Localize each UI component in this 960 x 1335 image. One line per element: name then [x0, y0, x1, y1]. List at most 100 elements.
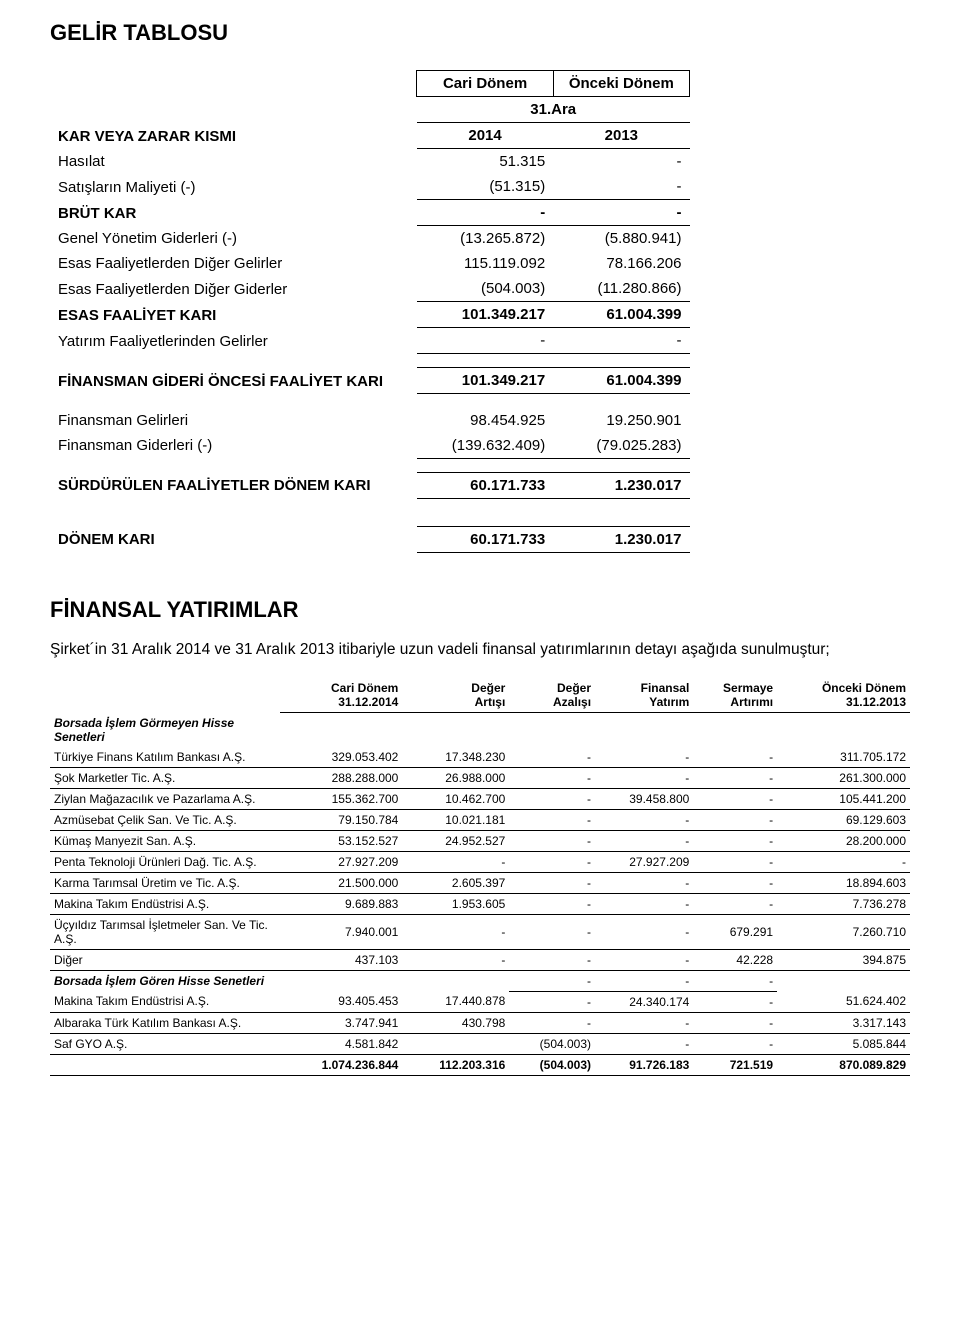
- inv-row: Azmüsebat Çelik San. Ve Tic. A.Ş.79.150.…: [50, 809, 910, 830]
- inv-row-c6: 311.705.172: [777, 747, 910, 768]
- income-row-c1: (51.315): [417, 174, 553, 200]
- brut-kar-c2: -: [553, 200, 689, 226]
- income-row-label: Satışların Maliyeti (-): [50, 174, 417, 200]
- inv-row-c6: 28.200.000: [777, 830, 910, 851]
- inv-row-c6: 69.129.603: [777, 809, 910, 830]
- inv-row-c5: -: [693, 767, 777, 788]
- esas-faaliyet-c1: 101.349.217: [417, 302, 553, 328]
- brut-kar-c1: -: [417, 200, 553, 226]
- inv-row: Türkiye Finans Katılım Bankası A.Ş.329.0…: [50, 747, 910, 768]
- income-row-label: Genel Yönetim Giderleri (-): [50, 226, 417, 252]
- inv-row-c4: -: [595, 1012, 693, 1033]
- income-row-c1: (139.632.409): [417, 433, 553, 459]
- donem-kari-label: DÖNEM KARI: [50, 526, 417, 552]
- inv-row-c3: -: [509, 1012, 595, 1033]
- donem-kari-c2: 1.230.017: [553, 526, 689, 552]
- inv-row-name: Diğer: [50, 949, 280, 970]
- inv-row-c2: 24.952.527: [402, 830, 509, 851]
- inv-row-c3: -: [509, 747, 595, 768]
- fgo-c2: 61.004.399: [553, 368, 689, 394]
- inv-row-name: Üçyıldız Tarımsal İşletmeler San. Ve Tic…: [50, 914, 280, 949]
- inv-row-c4: -: [595, 767, 693, 788]
- inv-row-c5: 679.291: [693, 914, 777, 949]
- inv-row-c4: 24.340.174: [595, 991, 693, 1012]
- inv-row-name: Penta Teknoloji Ürünleri Dağ. Tic. A.Ş.: [50, 851, 280, 872]
- income-row-label: Finansman Gelirleri: [50, 408, 417, 433]
- income-row-c1: (504.003): [417, 276, 553, 302]
- surd-c1: 60.171.733: [417, 472, 553, 498]
- col-previous: Önceki Dönem: [553, 71, 689, 97]
- income-row-label: Hasılat: [50, 149, 417, 175]
- inv-row-c4: 27.927.209: [595, 851, 693, 872]
- inv-row: Makina Takım Endüstrisi A.Ş.93.405.45317…: [50, 991, 910, 1012]
- brut-kar-label: BRÜT KAR: [50, 200, 417, 226]
- income-row: Finansman Giderleri (-)(139.632.409)(79.…: [50, 433, 690, 459]
- inv-row-c6: 51.624.402: [777, 991, 910, 1012]
- inv-row-name: Azmüsebat Çelik San. Ve Tic. A.Ş.: [50, 809, 280, 830]
- inv-row-c5: -: [693, 747, 777, 768]
- donem-kari-c1: 60.171.733: [417, 526, 553, 552]
- inv-row-c5: -: [693, 1012, 777, 1033]
- inv-row-c4: -: [595, 1033, 693, 1054]
- inv-row-name: Türkiye Finans Katılım Bankası A.Ş.: [50, 747, 280, 768]
- inv-row-c2: 430.798: [402, 1012, 509, 1033]
- income-row: Yatırım Faaliyetlerinden Gelirler--: [50, 328, 690, 354]
- inv-section-label: Borsada İşlem Görmeyen Hisse Senetleri: [50, 713, 280, 747]
- income-row-label: Esas Faaliyetlerden Diğer Gelirler: [50, 251, 417, 276]
- page-title-income: GELİR TABLOSU: [50, 20, 910, 46]
- inv-row: Diğer437.103---42.228394.875: [50, 949, 910, 970]
- surd-c2: 1.230.017: [553, 472, 689, 498]
- inv-row-name: Şok Marketler Tic. A.Ş.: [50, 767, 280, 788]
- inv-row-c5: -: [693, 788, 777, 809]
- inv-row-c6: 261.300.000: [777, 767, 910, 788]
- surd-label: SÜRDÜRÜLEN FAALİYETLER DÖNEM KARI: [50, 472, 417, 498]
- inv-row: Üçyıldız Tarımsal İşletmeler San. Ve Tic…: [50, 914, 910, 949]
- income-row-c2: (11.280.866): [553, 276, 689, 302]
- inv-row-c1: 21.500.000: [280, 872, 402, 893]
- inv-h-c2: DeğerArtışı: [402, 678, 509, 713]
- inv-row-c2: 17.348.230: [402, 747, 509, 768]
- inv-row-c2: -: [402, 914, 509, 949]
- inv-row-c6: 7.736.278: [777, 893, 910, 914]
- income-row: Esas Faaliyetlerden Diğer Giderler(504.0…: [50, 276, 690, 302]
- inv-row-c2: 2.605.397: [402, 872, 509, 893]
- income-row-c2: -: [553, 174, 689, 200]
- inv-total-c5: 721.519: [693, 1054, 777, 1075]
- income-row: Satışların Maliyeti (-)(51.315)-: [50, 174, 690, 200]
- inv-row-c3: -: [509, 872, 595, 893]
- inv-total-c6: 870.089.829: [777, 1054, 910, 1075]
- income-row-c1: 51.315: [417, 149, 553, 175]
- income-row-c2: (5.880.941): [553, 226, 689, 252]
- inv-row-name: Albaraka Türk Katılım Bankası A.Ş.: [50, 1012, 280, 1033]
- rows-block-4: Finansman Gelirleri98.454.92519.250.901F…: [50, 408, 690, 459]
- income-row-c2: -: [553, 328, 689, 354]
- inv-row-c6: 3.317.143: [777, 1012, 910, 1033]
- income-row-c1: -: [417, 328, 553, 354]
- inv-row-c5: 42.228: [693, 949, 777, 970]
- inv-row-name: Makina Takım Endüstrisi A.Ş.: [50, 893, 280, 914]
- inv-row-c5: -: [693, 809, 777, 830]
- inv-row-c3: -: [509, 893, 595, 914]
- inv-row-c5: -: [693, 1033, 777, 1054]
- fgo-label: FİNANSMAN GİDERİ ÖNCESİ FAALİYET KARI: [50, 368, 417, 394]
- inv-row-c3: -: [509, 767, 595, 788]
- income-statement-table: Cari Dönem Önceki Dönem 31.Ara KAR VEYA …: [50, 70, 690, 553]
- year-2013: 2013: [553, 123, 689, 149]
- income-row: Finansman Gelirleri98.454.92519.250.901: [50, 408, 690, 433]
- inv-row-c1: 53.152.527: [280, 830, 402, 851]
- inv-total-c2: 112.203.316: [402, 1054, 509, 1075]
- income-row-c1: 115.119.092: [417, 251, 553, 276]
- inv-row-c1: 437.103: [280, 949, 402, 970]
- year-2014: 2014: [417, 123, 553, 149]
- inv-row-c4: -: [595, 747, 693, 768]
- income-row-c2: -: [553, 149, 689, 175]
- inv-row: Penta Teknoloji Ürünleri Dağ. Tic. A.Ş. 2…: [50, 851, 910, 872]
- inv-row: Makina Takım Endüstrisi A.Ş.9.689.8831.9…: [50, 893, 910, 914]
- investments-table: Cari Dönem31.12.2014 DeğerArtışı DeğerAz…: [50, 678, 910, 1076]
- inv-row-c5: -: [693, 893, 777, 914]
- inv-row-c5: -: [693, 851, 777, 872]
- income-row-c2: 78.166.206: [553, 251, 689, 276]
- inv-row-c3: -: [509, 851, 595, 872]
- inv-row-c3: -: [509, 830, 595, 851]
- inv-row-c2: -: [402, 949, 509, 970]
